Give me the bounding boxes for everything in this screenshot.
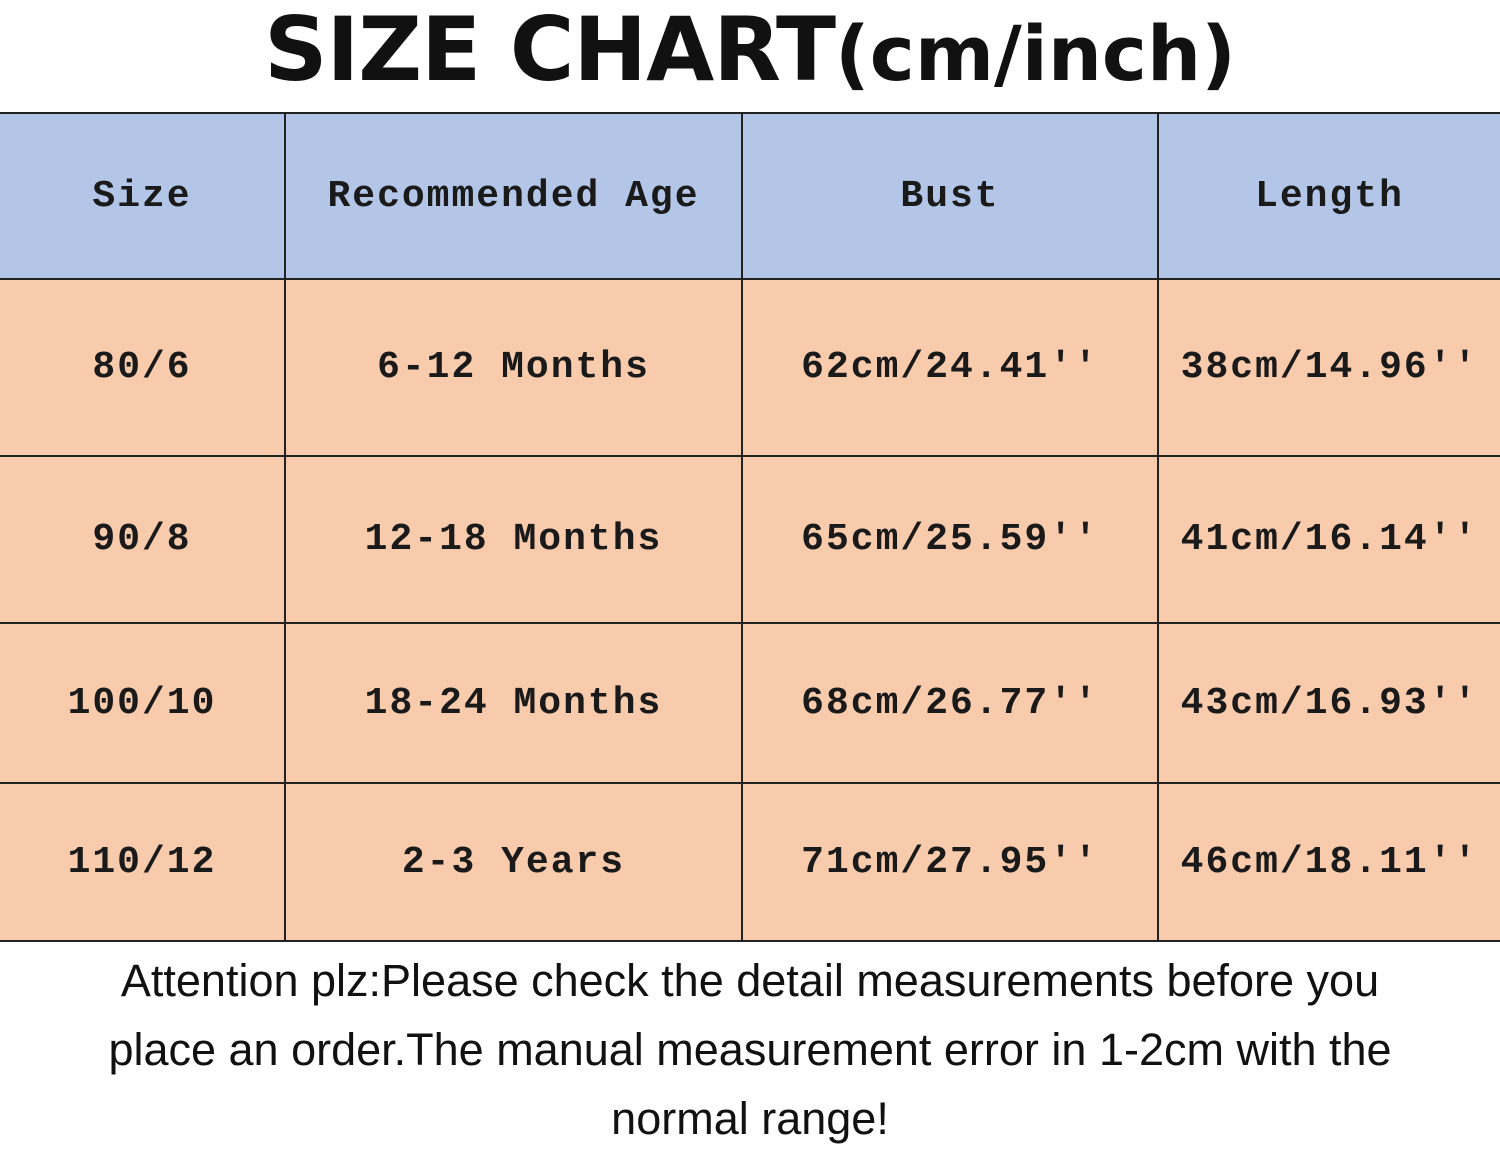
page-title: SIZE CHART(cm/inch) [0, 0, 1500, 112]
title-unit: (cm/inch) [835, 9, 1236, 98]
cell-age: 12-18 Months [284, 455, 743, 624]
cell-length: 43cm/16.93'' [1157, 622, 1500, 784]
cell-size: 110/12 [0, 782, 286, 942]
cell-bust: 71cm/27.95'' [741, 782, 1159, 942]
note-line: Attention plz:Please check the detail me… [120, 955, 1380, 1006]
title-main: SIZE CHART [264, 0, 836, 101]
note-line: normal range! [611, 1093, 889, 1144]
table-row: 110/12 2-3 Years 71cm/27.95'' 46cm/18.11… [0, 782, 1500, 942]
cell-bust: 65cm/25.59'' [741, 455, 1159, 624]
table-row: 90/8 12-18 Months 65cm/25.59'' 41cm/16.1… [0, 455, 1500, 624]
cell-age: 6-12 Months [284, 278, 743, 457]
attention-note: Attention plz:Please check the detail me… [0, 946, 1500, 1153]
cell-age: 18-24 Months [284, 622, 743, 784]
header-bust: Bust [741, 112, 1159, 280]
header-age: Recommended Age [284, 112, 743, 280]
header-length: Length [1157, 112, 1500, 280]
cell-size: 90/8 [0, 455, 286, 624]
cell-age: 2-3 Years [284, 782, 743, 942]
cell-size: 80/6 [0, 278, 286, 457]
cell-length: 38cm/14.96'' [1157, 278, 1500, 457]
table-row: 80/6 6-12 Months 62cm/24.41'' 38cm/14.96… [0, 278, 1500, 457]
header-row: Size Recommended Age Bust Length [0, 112, 1500, 280]
cell-bust: 68cm/26.77'' [741, 622, 1159, 784]
size-table: Size Recommended Age Bust Length 80/6 6-… [0, 112, 1500, 942]
note-line: place an order.The manual measurement er… [108, 1024, 1392, 1075]
cell-bust: 62cm/24.41'' [741, 278, 1159, 457]
header-size: Size [0, 112, 286, 280]
cell-length: 41cm/16.14'' [1157, 455, 1500, 624]
cell-length: 46cm/18.11'' [1157, 782, 1500, 942]
cell-size: 100/10 [0, 622, 286, 784]
table-row: 100/10 18-24 Months 68cm/26.77'' 43cm/16… [0, 622, 1500, 784]
